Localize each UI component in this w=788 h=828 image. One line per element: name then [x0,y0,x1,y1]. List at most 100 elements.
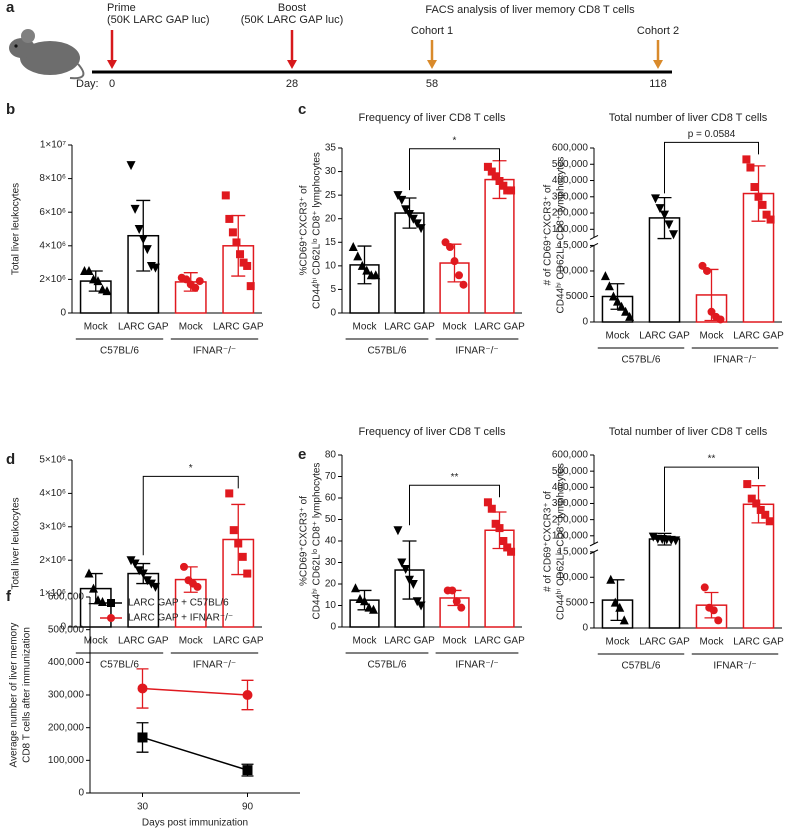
group-label: C57BL/6 [622,355,661,366]
y-tick-label: 30 [325,166,337,177]
y-tick-label: 40 [325,536,337,547]
y-axis-label: CD44ʰⁱ CD62Lˡᵒ CD8⁺ lymphocytes [312,152,323,309]
point [756,505,765,514]
event-day: 0 [109,78,115,90]
y-axis-label: # of CD69⁺CXCR3⁺ of [543,184,554,285]
point [393,526,403,536]
point [491,172,500,181]
bar [484,178,515,314]
point [242,765,253,776]
point [766,215,775,224]
point [619,615,629,625]
point [238,552,247,561]
point [138,569,148,579]
y-tick-label: 10,000 [557,572,588,583]
point [452,597,461,606]
point [84,568,94,578]
y-tick-label: 2×10⁶ [39,274,66,285]
point [610,597,620,607]
point [412,219,422,229]
point [491,519,500,528]
y-tick-label: 400,000 [48,657,85,668]
x-tick-label: 30 [137,802,149,813]
significance-label: * [189,463,193,474]
point [615,602,625,612]
point [455,271,463,280]
point [351,583,360,593]
x-tick-label: LARC GAP [384,322,435,333]
y-tick-label: 0 [60,622,66,633]
event-title: Cohort 1 [411,25,453,37]
x-tick-label: Mock [606,331,631,342]
point [613,296,622,306]
point [93,276,103,286]
point [758,200,767,209]
point [221,191,230,200]
point [360,596,369,606]
point [353,251,363,261]
significance-label: p = 0.0584 [688,129,736,140]
group-label: IFNAR⁻/⁻ [713,661,756,672]
point [752,499,761,508]
y-tick-label: 500,000 [48,624,85,635]
point [446,243,454,251]
y-tick-label: 60 [325,493,337,504]
y-tick-label: 1×10⁷ [40,140,67,151]
y-tick-label: 10 [325,600,337,611]
significance-bracket [142,475,239,556]
point [495,524,504,533]
point [625,311,635,321]
x-tick-label: LARC GAP [118,322,169,333]
y-tick-label: 2×10⁶ [39,555,66,566]
point [655,204,665,214]
significance-bracket [409,148,500,191]
x-tick-label: LARC GAP [118,636,169,647]
point [137,732,148,743]
bar [648,538,681,629]
point [448,586,457,595]
point [146,579,156,589]
point [671,536,681,546]
chart-title: Total number of liver CD8 T cells [609,426,768,438]
x-tick-label: LARC GAP [639,637,690,648]
point [357,260,367,270]
group-label: IFNAR⁻/⁻ [193,660,236,671]
point [130,204,140,214]
point [142,576,152,586]
y-tick-label: 15,000 [557,240,588,251]
event-arrowhead [427,60,437,69]
point [743,480,752,489]
y-tick-label: 50 [325,514,337,525]
mouse-tail [69,63,85,80]
group-label: IFNAR⁻/⁻ [713,355,756,366]
y-tick-label: 0 [330,622,336,633]
point [138,235,148,245]
y-tick-label: 300,000 [552,191,589,202]
point [483,162,492,171]
point [604,281,614,291]
group-label: C57BL/6 [368,660,407,671]
point [765,517,774,526]
y-tick-label: 8×10⁶ [39,173,66,184]
series-line [142,736,248,771]
event-day: 118 [649,78,667,90]
x-tick-label: LARC GAP [213,322,264,333]
point [191,283,200,292]
event-subtitle: (50K LARC GAP luc) [241,14,344,26]
point [142,245,152,255]
error-bar [357,245,372,285]
point [483,498,492,507]
x-tick-label: Mock [353,636,378,647]
y-tick-label: 20 [325,213,337,224]
event-arrowhead [107,60,117,69]
y-tick-label: 25 [325,190,337,201]
point [232,238,241,247]
series-line [142,687,248,696]
y-tick-label: 0 [582,317,588,328]
point [487,504,496,513]
point [487,167,496,176]
point [195,277,204,286]
point [651,194,660,204]
point [762,210,771,219]
